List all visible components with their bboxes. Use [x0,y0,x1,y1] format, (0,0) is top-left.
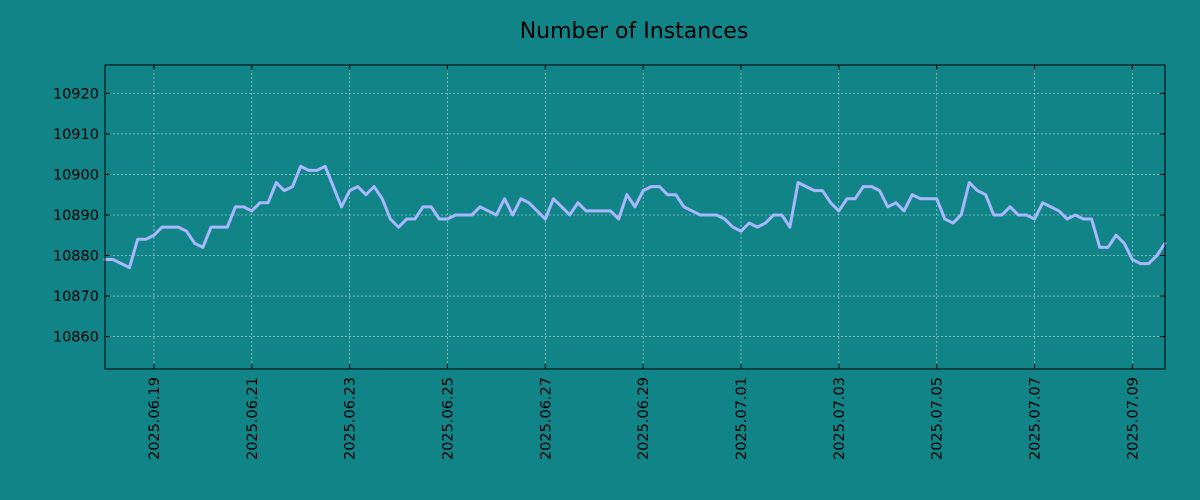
x-tick-label: 2025.06.27 [538,377,554,460]
x-tick-label: 2025.06.21 [245,377,261,460]
y-tick-label: 10860 [53,330,99,346]
plot-area-frame [104,64,1166,370]
y-tick-label: 10880 [53,249,99,265]
y-tick-label: 10910 [53,127,99,143]
x-tick-label: 2025.07.09 [1125,377,1141,460]
y-tick-label: 10890 [53,208,99,224]
x-tick-label: 2025.07.07 [1028,377,1044,460]
y-axis-tick-labels: 10860 10870 10880 10890 10900 10910 10920 [53,86,99,345]
y-tick-label: 10920 [53,86,99,102]
chart-title: Number of Instances [520,19,749,44]
x-tick-label: 2025.06.29 [636,377,652,460]
x-tick-label: 2025.07.05 [930,377,946,460]
x-tick-label: 2025.07.03 [832,377,848,460]
series-line-instances [103,164,1167,270]
x-tick-label: 2025.06.23 [343,377,359,460]
x-tick-label: 2025.06.25 [440,377,456,460]
x-axis-tick-labels: 2025.06.19 2025.06.21 2025.06.23 2025.06.25… [147,377,1141,460]
x-tick-label: 2025.07.01 [734,377,750,460]
grid-lines [105,65,1165,369]
x-tick-label: 2025.06.19 [147,377,163,460]
y-tick-label: 10900 [53,167,99,183]
y-tick-label: 10870 [53,289,99,305]
axis-ticks [105,65,1165,369]
